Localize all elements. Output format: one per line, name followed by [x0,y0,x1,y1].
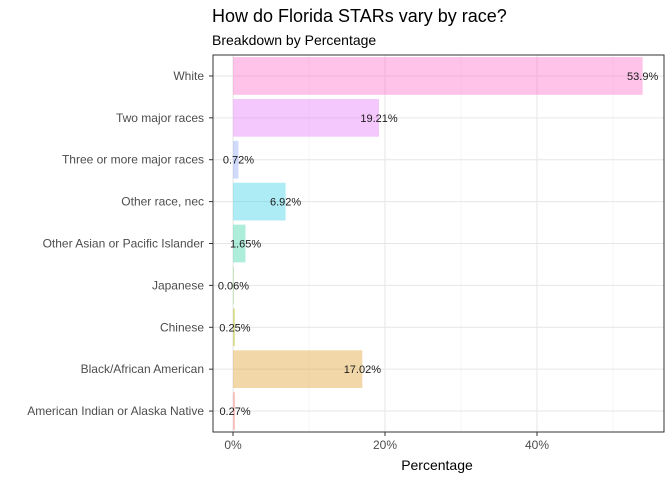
bar-value-label: 0.27% [219,406,250,418]
category-label: Two major races [116,111,204,125]
bar-value-label: 0.72% [223,155,254,167]
bar [233,98,379,137]
category-label: White [173,69,204,83]
data-labels: 53.9% 19.21% 0.72% 6.92% 1.65% 0.06% 0.25% 17.0… [218,71,659,418]
x-tick-labels: 0% 20% 40% [224,432,549,452]
x-tick-label: 0% [224,438,242,452]
category-label: Other race, nec [121,195,204,209]
bar-value-label: 0.06% [218,280,249,292]
bars [233,57,643,430]
bar [233,392,236,430]
category-label: Japanese [152,278,204,292]
bar [233,182,286,221]
bar-value-label: 6.92% [270,197,301,209]
x-tick-label: 40% [525,438,549,452]
category-label: American Indian or Alaska Native [27,404,204,418]
category-label: Three or more major races [62,153,204,167]
bar-value-label: 1.65% [230,239,261,251]
bar [233,266,234,305]
bar [233,140,239,179]
x-axis-title: Percentage [401,457,473,473]
bar-value-label: 0.25% [219,322,250,334]
category-labels: White Two major races Three or more major … [27,69,213,418]
bar-value-label: 19.21% [360,113,398,125]
chart-subtitle: Breakdown by Percentage [212,32,377,48]
chart-title: How do Florida STARs vary by race? [212,6,507,26]
bar-value-label: 17.02% [344,364,382,376]
bar [233,350,363,389]
bar [233,224,246,263]
category-label: Other Asian or Pacific Islander [43,237,204,251]
bar-value-label: 53.9% [627,71,658,83]
bar [233,57,643,95]
bar [233,308,235,347]
x-tick-label: 20% [373,438,397,452]
grid-lines [212,54,665,433]
category-label: Chinese [160,320,204,334]
category-label: Black/African American [81,362,204,376]
